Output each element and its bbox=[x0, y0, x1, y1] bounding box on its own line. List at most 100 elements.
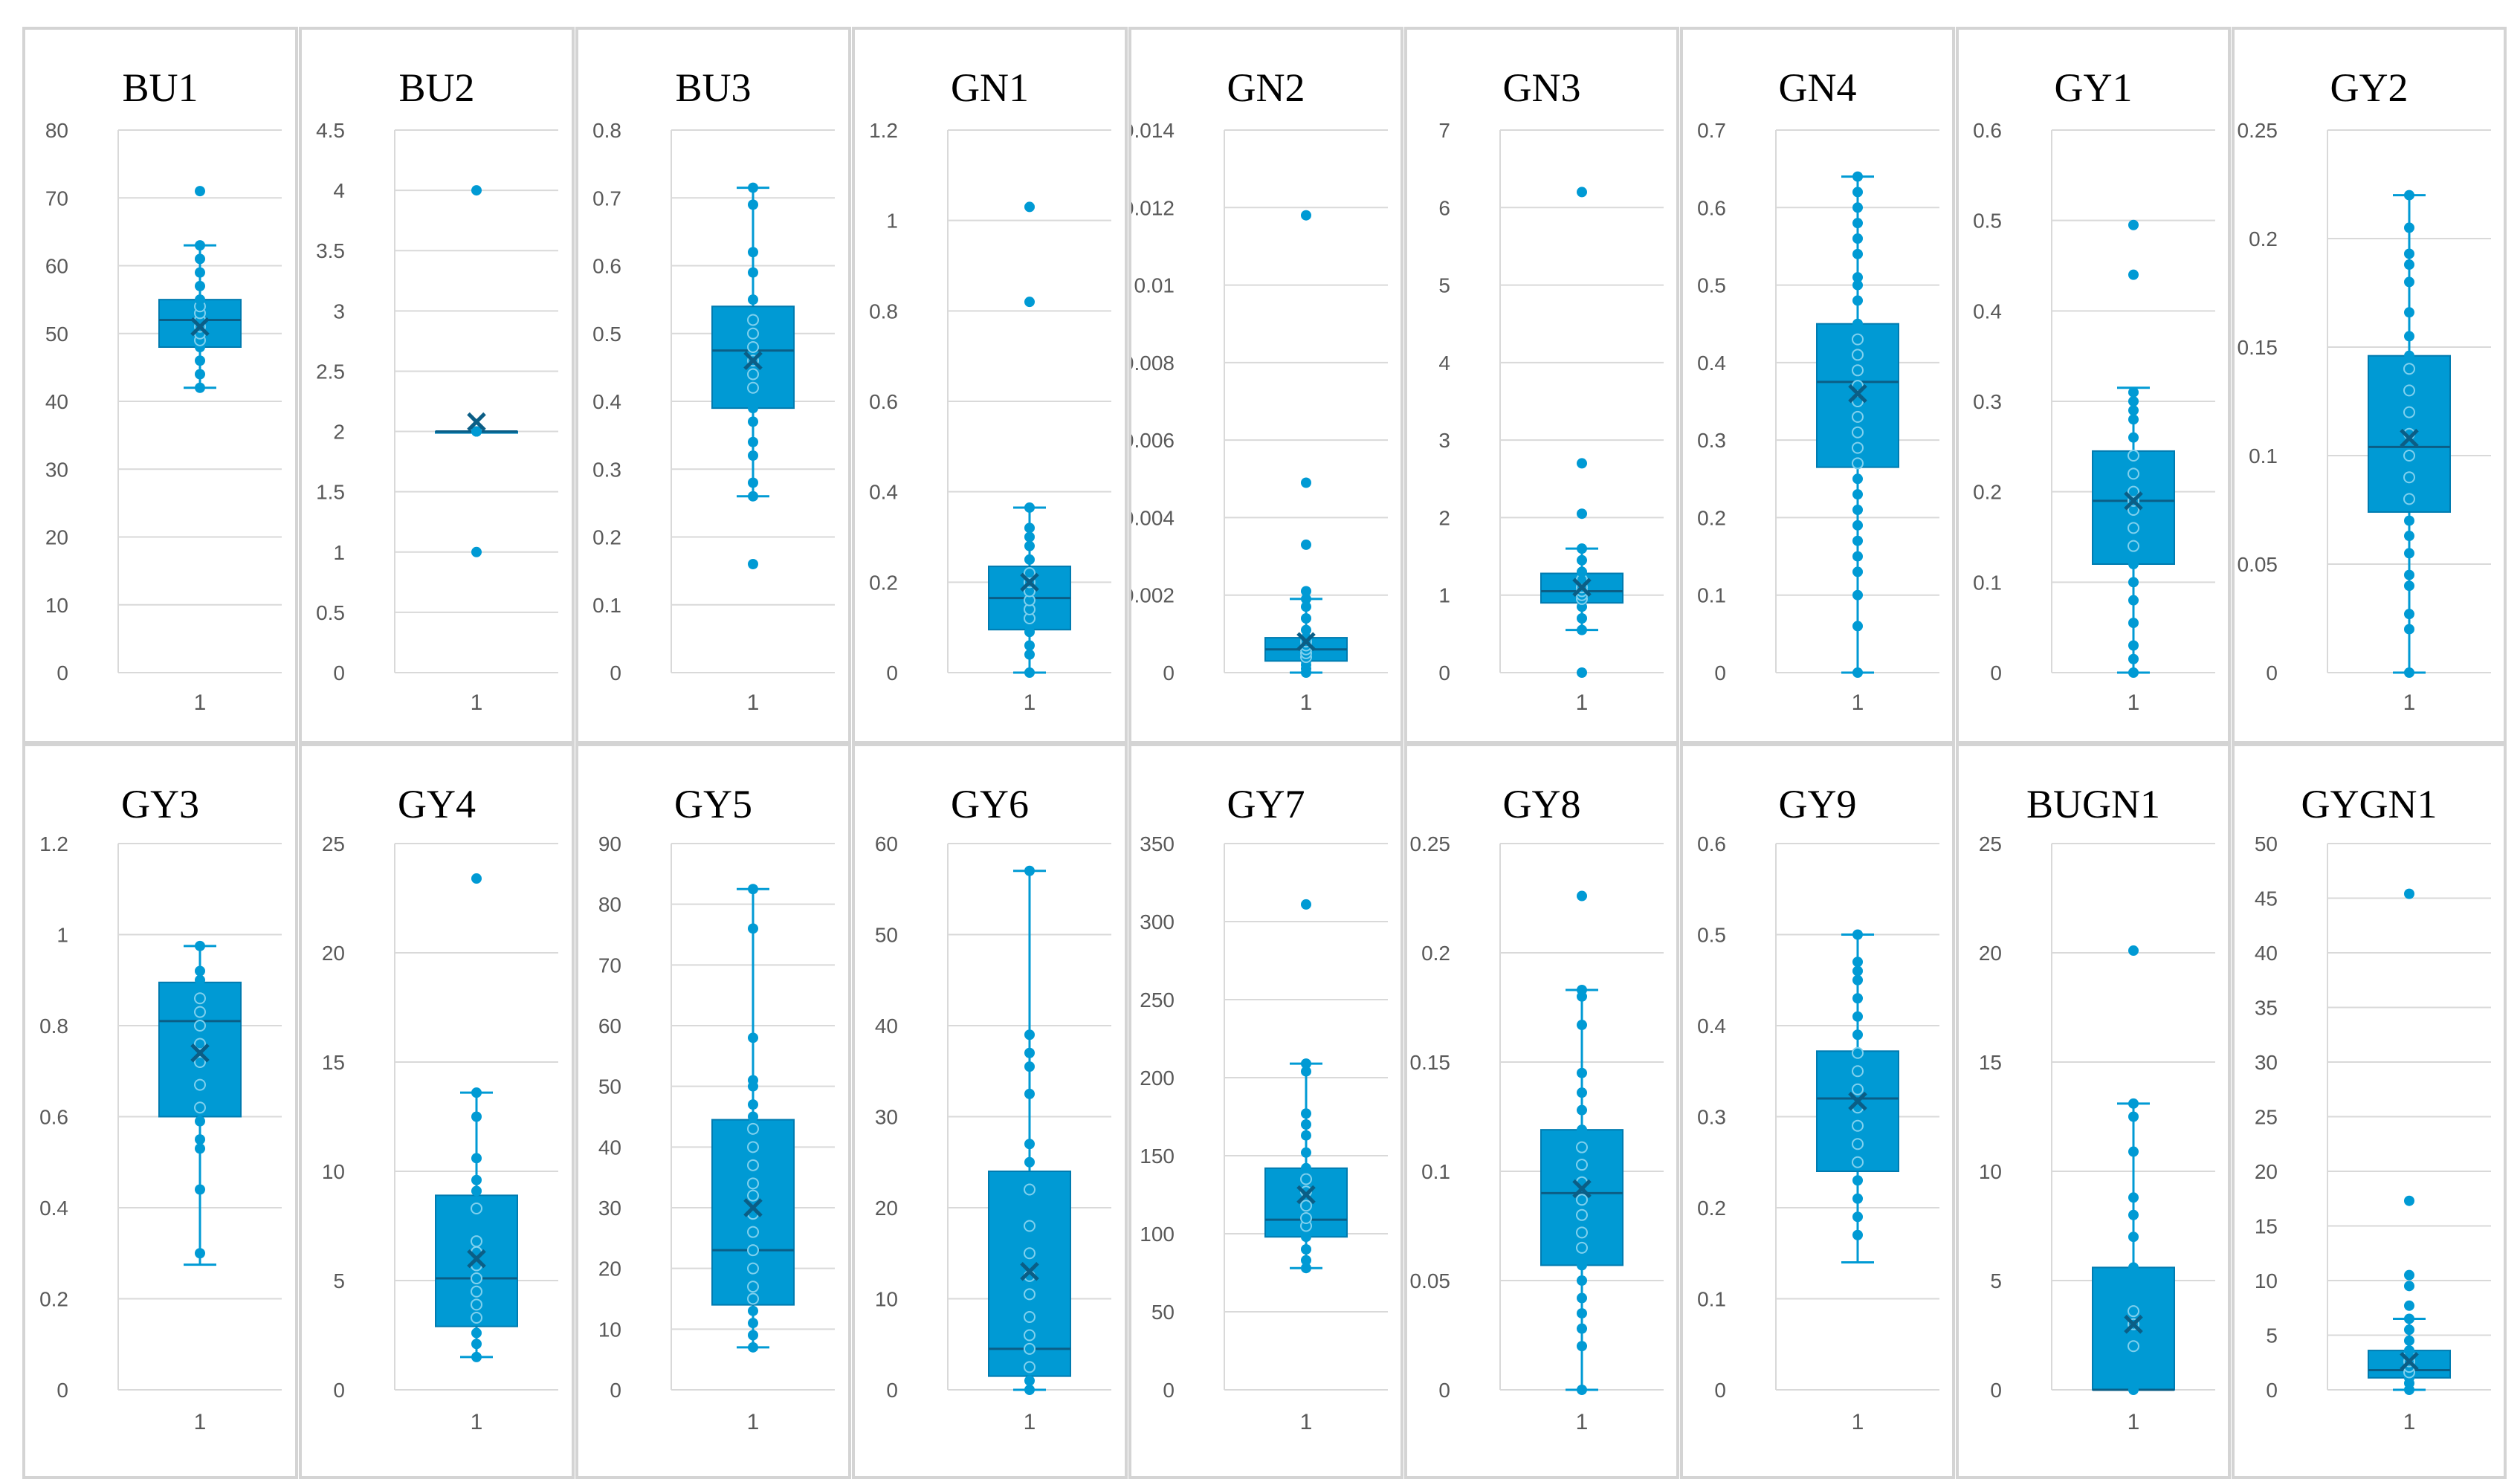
data-point bbox=[1024, 297, 1035, 308]
data-point bbox=[1577, 1104, 1587, 1116]
mean-marker bbox=[2400, 428, 2419, 448]
chart-svg: GY6 0 10 20 30 40 50 60 1 bbox=[875, 782, 1111, 1434]
data-point bbox=[2128, 396, 2139, 407]
chart-svg: GY7 0 50 100 150 200 250 300 350 1 bbox=[1140, 782, 1388, 1434]
y-tick-label: 50 bbox=[1151, 1301, 1175, 1324]
data-point bbox=[748, 247, 758, 258]
chart-svg: BU1 0 10 20 30 40 50 60 70 80 1 bbox=[45, 65, 282, 715]
data-point bbox=[2403, 493, 2415, 505]
data-point bbox=[1024, 1361, 1036, 1373]
y-tick-label: 1 bbox=[1438, 584, 1450, 607]
y-tick-label: 0.1 bbox=[1697, 1288, 1726, 1311]
data-point bbox=[1301, 1108, 1311, 1119]
chart-panel-gy1: GY1 0 0.1 0.2 0.3 0.4 0.5 0.6 1 bbox=[1956, 27, 2231, 744]
data-point bbox=[2403, 384, 2415, 397]
data-point bbox=[1024, 1329, 1036, 1342]
y-tick-label: 30 bbox=[875, 1106, 898, 1129]
y-tick-label: 0 bbox=[56, 1379, 68, 1402]
data-point bbox=[1852, 621, 1863, 632]
data-point bbox=[2404, 350, 2414, 361]
data-point bbox=[1301, 477, 1311, 488]
chart-title: GY3 bbox=[121, 782, 199, 826]
data-point bbox=[471, 1272, 482, 1285]
data-point bbox=[471, 1311, 482, 1324]
data-point bbox=[1024, 522, 1035, 534]
mean-marker bbox=[467, 1249, 486, 1269]
data-point bbox=[1852, 667, 1863, 678]
data-point bbox=[1852, 457, 1864, 470]
data-point bbox=[747, 1189, 759, 1202]
data-point bbox=[1301, 210, 1311, 221]
data-point bbox=[2128, 618, 2139, 629]
y-tick-label: 250 bbox=[1140, 988, 1175, 1012]
y-tick-label: 0.6 bbox=[39, 1106, 68, 1129]
y-tick-label: 50 bbox=[2255, 832, 2278, 855]
chart-panel-gn4: GN4 0 0.1 0.2 0.3 0.4 0.5 0.6 0.7 1 bbox=[1680, 27, 1955, 744]
y-tick-label: 0.3 bbox=[1973, 390, 2002, 413]
y-tick-label: 0.5 bbox=[316, 601, 345, 624]
y-tick-label: 1.5 bbox=[316, 481, 345, 504]
x-tick-label: 1 bbox=[1300, 1410, 1313, 1434]
data-point bbox=[2128, 1262, 2139, 1273]
y-tick-label: 10 bbox=[45, 594, 68, 617]
data-point bbox=[2128, 1385, 2139, 1395]
data-point bbox=[2404, 259, 2414, 271]
data-point bbox=[1024, 554, 1035, 565]
y-tick-label: 5 bbox=[1438, 274, 1450, 297]
chart-panel-gy3: GY3 0 0.2 0.4 0.6 0.8 1 1.2 1 bbox=[22, 743, 298, 1479]
data-point bbox=[1577, 187, 1587, 198]
data-point bbox=[1852, 1065, 1864, 1078]
data-point bbox=[1852, 1119, 1864, 1132]
data-point bbox=[194, 1038, 206, 1050]
y-tick-label: 20 bbox=[322, 942, 345, 965]
y-tick-label: 200 bbox=[1140, 1067, 1175, 1090]
y-tick-label: 2 bbox=[1438, 506, 1450, 529]
data-point bbox=[2128, 1340, 2139, 1353]
data-point bbox=[1024, 1375, 1035, 1386]
data-point bbox=[1024, 201, 1035, 213]
data-point bbox=[1576, 1241, 1588, 1254]
data-point bbox=[1852, 473, 1863, 485]
data-point bbox=[1577, 1308, 1587, 1319]
data-point bbox=[748, 416, 758, 427]
data-point bbox=[2128, 1146, 2139, 1157]
data-point bbox=[1852, 505, 1863, 515]
y-tick-label: 0.25 bbox=[2238, 119, 2278, 142]
data-point bbox=[2128, 540, 2139, 552]
data-point bbox=[2128, 945, 2139, 957]
y-tick-label: 0.6 bbox=[1697, 832, 1726, 855]
y-tick-label: 5 bbox=[2266, 1324, 2278, 1347]
data-point bbox=[747, 1141, 759, 1153]
data-point bbox=[1852, 318, 1863, 329]
chart-svg: GY2 0 0.05 0.1 0.15 0.2 0.25 1 bbox=[2238, 65, 2491, 715]
mean-marker bbox=[1020, 572, 1039, 592]
data-point bbox=[2404, 1335, 2414, 1346]
data-point bbox=[747, 1292, 759, 1305]
data-point bbox=[1577, 1385, 1587, 1395]
data-point bbox=[2404, 222, 2414, 233]
y-tick-label: 0.05 bbox=[1410, 1269, 1451, 1292]
y-tick-label: 50 bbox=[875, 924, 898, 947]
data-point bbox=[1852, 489, 1863, 500]
data-point bbox=[195, 1134, 205, 1145]
chart-svg: GN2 0 0.002 0.004 0.006 0.008 0.01 0.012 0.014 1 bbox=[1131, 65, 1388, 715]
data-point bbox=[748, 1075, 758, 1086]
y-tick-label: 0.4 bbox=[1697, 352, 1726, 375]
data-point bbox=[748, 182, 758, 193]
chart-panel-bu1: BU1 0 10 20 30 40 50 60 70 80 1 bbox=[22, 27, 298, 744]
data-point bbox=[1301, 1263, 1311, 1274]
y-tick-label: 0 bbox=[886, 1379, 898, 1402]
data-point bbox=[195, 355, 205, 366]
mean-marker bbox=[1296, 1185, 1316, 1205]
data-point bbox=[471, 1202, 482, 1214]
chart-panel-gy6: GY6 0 10 20 30 40 50 60 1 bbox=[852, 743, 1128, 1479]
y-tick-label: 0.1 bbox=[1973, 571, 2002, 594]
y-tick-label: 10 bbox=[875, 1288, 898, 1311]
x-tick-label: 1 bbox=[1024, 1410, 1036, 1434]
chart-svg: GY9 0 0.1 0.2 0.3 0.4 0.5 0.6 1 bbox=[1697, 782, 1939, 1434]
data-point bbox=[195, 253, 205, 265]
y-tick-label: 70 bbox=[598, 954, 621, 977]
x-tick-label: 1 bbox=[747, 690, 760, 715]
y-tick-label: 0.6 bbox=[1697, 196, 1726, 219]
data-point bbox=[1577, 1275, 1587, 1286]
